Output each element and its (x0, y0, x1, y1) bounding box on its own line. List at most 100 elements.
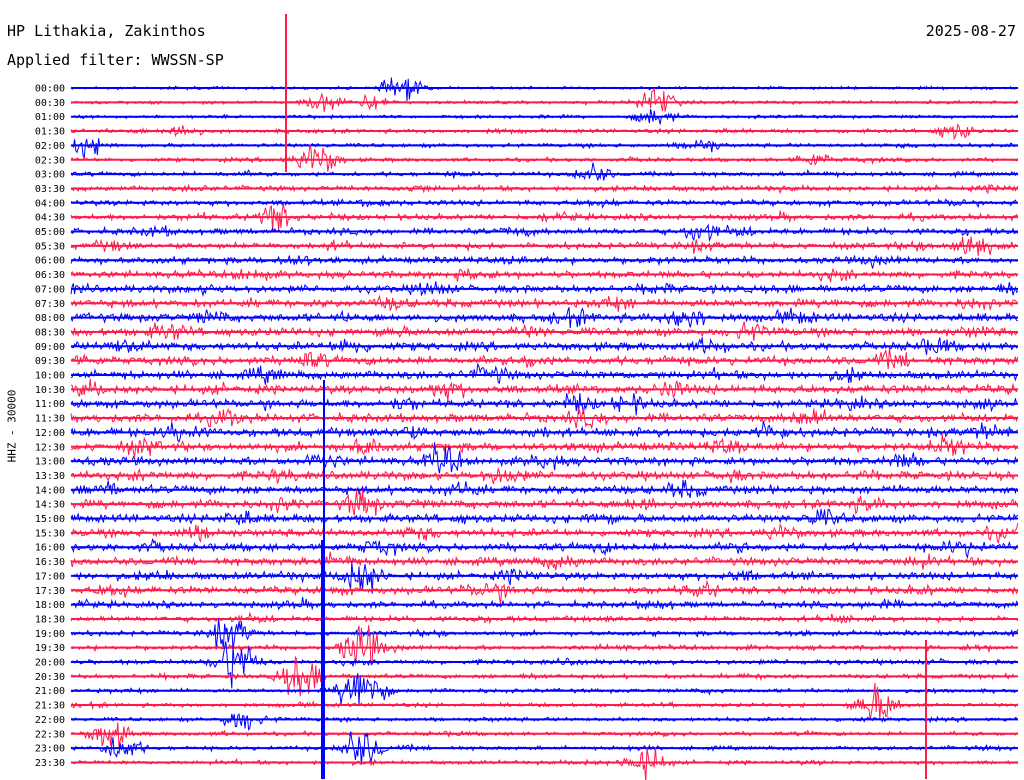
time-label: 12:30 (35, 442, 65, 453)
time-label: 19:30 (35, 643, 65, 654)
seismic-trace (70, 722, 1018, 748)
time-label: 22:00 (35, 715, 65, 726)
time-label: 05:00 (35, 227, 65, 238)
seismic-trace (70, 579, 1019, 605)
seismic-trace (70, 307, 1018, 329)
seismic-trace (70, 108, 1018, 125)
time-label: 08:00 (35, 313, 65, 324)
time-label: 12:00 (35, 428, 65, 439)
seismic-trace (70, 442, 1019, 474)
seismic-trace (70, 321, 1019, 341)
seismic-trace (70, 466, 1019, 485)
time-label: 02:30 (35, 155, 65, 166)
time-label: 16:00 (35, 543, 65, 554)
time-label: 06:30 (35, 270, 65, 281)
seismic-trace (70, 551, 1019, 571)
time-label: 08:30 (35, 327, 65, 338)
seismic-trace (70, 123, 1018, 141)
time-label: 02:00 (35, 141, 65, 152)
time-label: 07:30 (35, 299, 65, 310)
seismic-trace (70, 223, 1019, 243)
time-axis-labels: 00:00 00:30 01:00 01:30 02:00 02:30 03:00 03:30… (35, 84, 65, 769)
time-label: 04:00 (35, 198, 65, 209)
seismic-trace (70, 281, 1019, 298)
seismic-trace (70, 434, 1019, 457)
time-label: 04:30 (35, 213, 65, 224)
time-label: 14:30 (35, 500, 65, 511)
seismic-trace (70, 144, 1019, 172)
seismic-trace (70, 138, 1019, 159)
filter-label: Applied filter: WWSSN-SP (7, 51, 224, 69)
seismic-trace (70, 561, 1019, 594)
time-label: 11:00 (35, 399, 65, 410)
time-label: 13:00 (35, 457, 65, 468)
seismic-trace (70, 203, 1019, 233)
time-label: 20:30 (35, 672, 65, 683)
time-label: 23:30 (35, 758, 65, 769)
seismic-trace (70, 406, 1019, 429)
seismic-trace (70, 183, 1019, 195)
seismic-trace (70, 88, 1019, 112)
time-label: 11:30 (35, 414, 65, 425)
seismic-trace (70, 254, 1019, 269)
time-label: 07:00 (35, 284, 65, 295)
time-label: 18:00 (35, 600, 65, 611)
seismic-trace (70, 392, 1018, 416)
seismic-trace (70, 362, 1019, 385)
time-label: 05:30 (35, 241, 65, 252)
time-label: 00:00 (35, 84, 65, 95)
time-label: 06:00 (35, 256, 65, 267)
time-label: 17:30 (35, 586, 65, 597)
seismic-trace (70, 522, 1019, 544)
time-label: 00:30 (35, 98, 65, 109)
time-label: 13:30 (35, 471, 65, 482)
seismic-trace (70, 421, 1019, 444)
station-title: HP Lithakia, Zakinthos (7, 22, 206, 40)
time-label: 09:00 (35, 342, 65, 353)
time-label: 15:30 (35, 528, 65, 539)
time-label: 18:30 (35, 614, 65, 625)
time-label: 15:00 (35, 514, 65, 525)
time-label: 03:30 (35, 184, 65, 195)
time-label: 19:00 (35, 629, 65, 640)
time-label: 10:00 (35, 371, 65, 382)
seismic-trace (70, 348, 1019, 370)
seismic-trace (70, 538, 1019, 560)
seismic-trace (70, 597, 1019, 611)
seismic-trace (70, 197, 1019, 209)
seismic-trace (70, 713, 1019, 731)
seismic-trace (70, 236, 1018, 256)
seismic-trace (70, 77, 1019, 102)
seismic-trace (70, 618, 1019, 650)
time-label: 10:30 (35, 385, 65, 396)
time-label: 14:00 (35, 485, 65, 496)
time-label: 01:00 (35, 112, 65, 123)
seismic-trace (70, 641, 1019, 689)
seismic-trace (70, 682, 1019, 721)
time-label: 09:30 (35, 356, 65, 367)
seismic-trace (70, 294, 1019, 312)
time-label: 22:30 (35, 729, 65, 740)
seismic-trace (70, 378, 1019, 402)
seismic-trace (70, 673, 1018, 706)
seismic-trace (70, 625, 1018, 666)
time-label: 21:00 (35, 686, 65, 697)
seismic-trace (70, 611, 1019, 625)
seismic-trace (70, 267, 1019, 283)
seismic-traces (70, 14, 1019, 780)
time-label: 23:00 (35, 744, 65, 755)
seismic-trace (70, 162, 1019, 181)
seismic-trace (70, 508, 1019, 526)
seismic-trace (70, 655, 1019, 697)
seismic-trace (70, 731, 1019, 765)
time-label: 03:00 (35, 170, 65, 181)
time-label: 21:30 (35, 701, 65, 712)
seismic-trace (70, 479, 1019, 499)
time-label: 17:00 (35, 571, 65, 582)
time-label: 20:00 (35, 658, 65, 669)
seismic-trace (70, 490, 1019, 516)
seismic-trace (70, 747, 1019, 780)
seismic-trace (70, 337, 1019, 355)
time-label: 01:30 (35, 127, 65, 138)
time-label: 16:30 (35, 557, 65, 568)
